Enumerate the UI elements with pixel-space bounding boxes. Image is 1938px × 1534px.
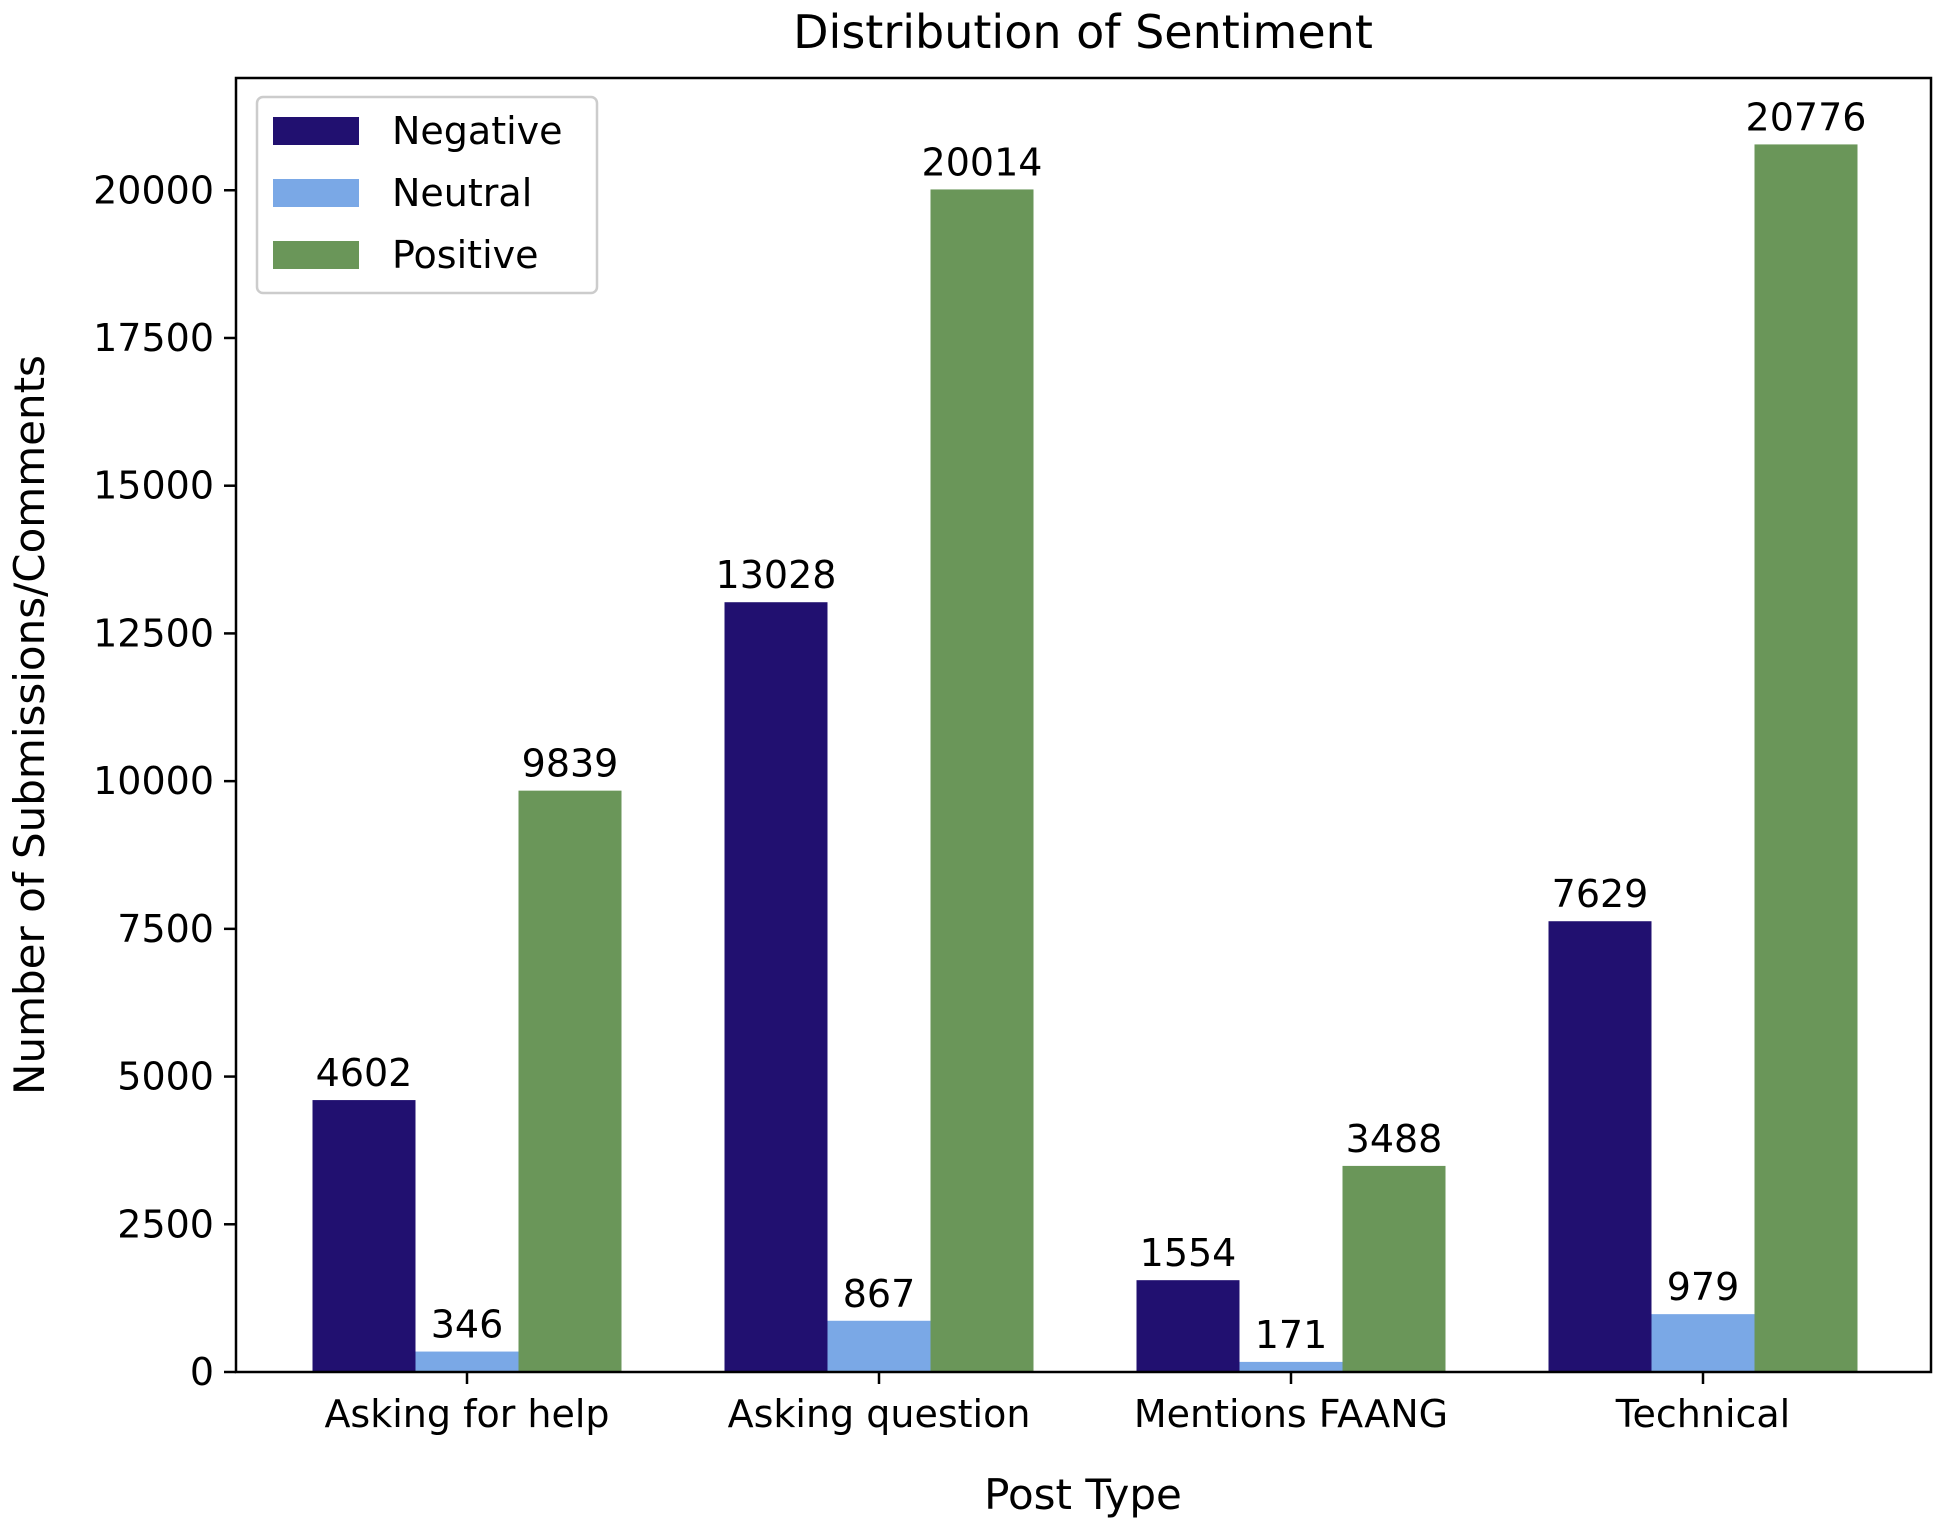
data-label-positive-3: 3488 — [1346, 1117, 1443, 1161]
bar-negative-1 — [312, 1100, 416, 1372]
data-label-negative-2: 13028 — [716, 553, 837, 597]
y-tick-label: 12500 — [93, 611, 214, 655]
x-axis-label: Post Type — [984, 1470, 1182, 1519]
x-tick-label: Asking for help — [324, 1392, 609, 1436]
x-tick-label: Mentions FAANG — [1134, 1392, 1448, 1436]
bar-negative-3 — [1136, 1280, 1240, 1372]
bar-positive-4 — [1754, 144, 1858, 1372]
data-label-neutral-2: 867 — [843, 1272, 916, 1316]
bars-layer — [312, 144, 1858, 1372]
y-tick-label: 20000 — [93, 168, 214, 212]
data-label-negative-3: 1554 — [1140, 1231, 1237, 1275]
bar-neutral-4 — [1651, 1314, 1755, 1372]
bar-positive-3 — [1342, 1165, 1446, 1372]
data-labels-layer: 4602 13028 1554 7629 346 867 171 979 9839 20014 34… — [316, 95, 1867, 1356]
legend-swatch-neutral — [273, 179, 359, 207]
x-axis: Asking for help Asking question Mentions F… — [324, 1372, 1790, 1436]
y-tick-label: 7500 — [117, 907, 214, 951]
legend-label-neutral: Neutral — [392, 171, 532, 215]
x-tick-label: Asking question — [728, 1392, 1031, 1436]
x-tick-label: Technical — [1615, 1392, 1791, 1436]
data-label-negative-1: 4602 — [316, 1051, 413, 1095]
y-tick-label: 15000 — [93, 464, 214, 508]
y-axis: 0 2500 5000 7500 10000 12500 15000 17500 20000 — [93, 168, 236, 1394]
y-tick-label: 0 — [190, 1350, 214, 1394]
data-label-neutral-3: 171 — [1255, 1313, 1328, 1357]
data-label-neutral-1: 346 — [431, 1303, 504, 1347]
legend-swatch-negative — [273, 117, 359, 145]
y-tick-label: 5000 — [117, 1055, 214, 1099]
bar-neutral-2 — [827, 1320, 931, 1372]
legend-swatch-positive — [273, 241, 359, 269]
legend: Negative Neutral Positive — [255, 95, 599, 295]
data-label-negative-4: 7629 — [1552, 872, 1649, 916]
y-tick-label: 2500 — [117, 1202, 214, 1246]
y-axis-label: Number of Submissions/Comments — [5, 355, 54, 1095]
legend-label-negative: Negative — [392, 109, 563, 153]
legend-label-positive: Positive — [392, 233, 539, 277]
chart-title: Distribution of Sentiment — [793, 5, 1373, 59]
plot-area-frame — [234, 76, 1933, 1374]
bar-neutral-1 — [415, 1351, 519, 1372]
y-tick-label: 10000 — [93, 759, 214, 803]
y-tick-label: 17500 — [93, 316, 214, 360]
data-label-neutral-4: 979 — [1667, 1265, 1740, 1309]
bar-positive-1 — [518, 790, 622, 1372]
bar-neutral-3 — [1239, 1361, 1343, 1372]
data-label-positive-1: 9839 — [522, 742, 619, 786]
bar-negative-4 — [1548, 921, 1652, 1372]
bar-positive-2 — [930, 189, 1034, 1372]
bar-negative-2 — [724, 602, 828, 1372]
data-label-positive-4: 20776 — [1746, 95, 1867, 139]
data-label-positive-2: 20014 — [922, 140, 1043, 184]
